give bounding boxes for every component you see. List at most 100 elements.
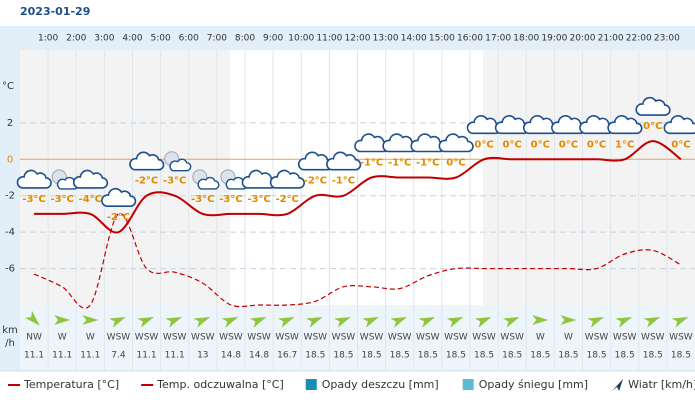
wind-speed: 18.5 bbox=[474, 351, 494, 361]
data-label: 0°C bbox=[474, 139, 493, 150]
wind-arrow bbox=[560, 315, 577, 325]
cloud bbox=[663, 115, 695, 135]
wind-direction: WSW bbox=[360, 333, 384, 343]
wind-direction: WSW bbox=[332, 333, 356, 343]
x-tick-label: 23:00 bbox=[654, 34, 680, 44]
data-label: 0°C bbox=[503, 139, 522, 150]
x-tick-label: 8:00 bbox=[235, 34, 255, 44]
legend-swatch bbox=[305, 379, 317, 390]
x-tick-label: 1:00 bbox=[38, 34, 58, 44]
wind-arrow bbox=[54, 315, 71, 325]
wind-speed: 18.5 bbox=[530, 351, 550, 361]
wind-direction: WSW bbox=[472, 333, 496, 343]
weather-icon bbox=[663, 115, 695, 135]
y-tick-label: 2 bbox=[7, 118, 13, 129]
weather-icon bbox=[164, 151, 192, 172]
data-label: -2°C bbox=[275, 194, 298, 205]
data-label: 0°C bbox=[559, 139, 578, 150]
wind-arrow bbox=[446, 316, 464, 328]
wind-direction: WSW bbox=[641, 333, 665, 343]
wind-speed: 18.5 bbox=[587, 351, 607, 361]
x-tick-label: 17:00 bbox=[485, 34, 511, 44]
y-tick-label: 0 bbox=[7, 154, 13, 165]
wind-speed: 14.8 bbox=[249, 351, 269, 361]
wind-arrow bbox=[362, 316, 379, 328]
data-label: -1°C bbox=[388, 158, 411, 169]
weather-icon bbox=[16, 169, 52, 189]
wind-arrow bbox=[221, 316, 239, 328]
cloud bbox=[635, 96, 671, 116]
weather-icon bbox=[101, 187, 137, 207]
cloud bbox=[129, 151, 165, 171]
x-tick-label: 6:00 bbox=[179, 34, 199, 44]
data-label: -2°C bbox=[304, 176, 327, 187]
data-label: 1°C bbox=[615, 139, 634, 150]
wind-speed: 18.5 bbox=[502, 351, 522, 361]
wind-speed: 7.4 bbox=[111, 351, 126, 361]
wind-direction: WSW bbox=[135, 333, 159, 343]
wind-arrow bbox=[671, 316, 689, 328]
wind-speed: 16.7 bbox=[277, 351, 297, 361]
wind-speed: 18.5 bbox=[418, 351, 438, 361]
wind-direction: WSW bbox=[416, 333, 440, 343]
legend-label: Opady deszczu [mm] bbox=[322, 378, 439, 391]
legend-label: Temp. odczuwalna [°C] bbox=[156, 378, 284, 391]
wind-arrow bbox=[165, 316, 183, 328]
data-label: -3°C bbox=[163, 176, 186, 187]
data-label: 0°C bbox=[531, 139, 550, 150]
weather-icon bbox=[192, 169, 220, 190]
wind-direction: W bbox=[86, 333, 95, 343]
wind-speed: 18.5 bbox=[305, 351, 325, 361]
wind-arrow bbox=[390, 316, 408, 328]
x-tick-label: 13:00 bbox=[373, 34, 399, 44]
wind-speed: 14.8 bbox=[221, 351, 241, 361]
data-label: -1°C bbox=[360, 158, 383, 169]
x-tick-label: 19:00 bbox=[541, 34, 567, 44]
wind-direction: WSW bbox=[444, 333, 468, 343]
weather-icon bbox=[607, 115, 643, 135]
wind-speed: 18.5 bbox=[671, 351, 691, 361]
x-tick-label: 10:00 bbox=[288, 34, 314, 44]
wind-speed: 11.1 bbox=[52, 351, 72, 361]
cloud bbox=[197, 176, 220, 190]
x-tick-label: 18:00 bbox=[513, 34, 539, 44]
legend-swatch bbox=[462, 379, 474, 390]
data-label: -3°C bbox=[22, 194, 45, 205]
cloud bbox=[101, 187, 137, 207]
weather-icon bbox=[438, 133, 474, 153]
y-tick-label: -2 bbox=[5, 191, 15, 202]
x-tick-label: 14:00 bbox=[401, 34, 427, 44]
weather-icon bbox=[326, 151, 362, 171]
cloud bbox=[607, 115, 643, 135]
wind-direction: WSW bbox=[388, 333, 412, 343]
wind-direction: WSW bbox=[500, 333, 524, 343]
legend-label: Temperatura [°C] bbox=[23, 378, 119, 391]
x-tick-label: 11:00 bbox=[316, 34, 342, 44]
cloud bbox=[169, 158, 192, 172]
wind-direction: WSW bbox=[275, 333, 299, 343]
wind-unit: km bbox=[2, 325, 18, 336]
x-tick-label: 7:00 bbox=[207, 34, 227, 44]
wind-unit: /h bbox=[5, 338, 15, 349]
wind-speed: 11.1 bbox=[24, 351, 44, 361]
x-tick-label: 9:00 bbox=[263, 34, 283, 44]
x-tick-label: 3:00 bbox=[94, 34, 114, 44]
series-line bbox=[33, 213, 682, 309]
wind-arrow bbox=[502, 316, 520, 328]
wind-direction: WSW bbox=[247, 333, 271, 343]
wind-direction: WSW bbox=[191, 333, 215, 343]
wind-speed: 11.1 bbox=[165, 351, 185, 361]
cloud bbox=[438, 133, 474, 153]
wind-arrow bbox=[418, 316, 436, 328]
weather-icon bbox=[72, 169, 109, 189]
wind-arrow bbox=[82, 315, 99, 325]
wind-arrow bbox=[24, 310, 40, 326]
data-label: 0°C bbox=[587, 139, 606, 150]
wind-direction: WSW bbox=[163, 333, 187, 343]
wind-direction: W bbox=[536, 333, 545, 343]
wind-arrow bbox=[615, 316, 633, 328]
weather-icon bbox=[220, 169, 248, 190]
wind-direction: WSW bbox=[219, 333, 243, 343]
data-label: -1°C bbox=[332, 176, 355, 187]
x-tick-label: 4:00 bbox=[122, 34, 142, 44]
